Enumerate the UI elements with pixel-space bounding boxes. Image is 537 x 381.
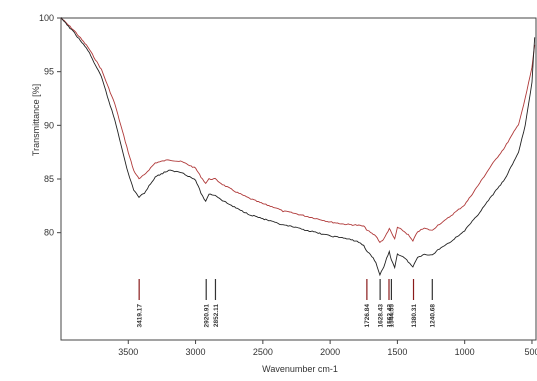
x-tick-label: 1500 bbox=[387, 347, 407, 357]
series-line-2 bbox=[60, 17, 536, 277]
x-tick-label: 500 bbox=[524, 347, 537, 357]
peak-label: 1380.31 bbox=[411, 304, 418, 328]
y-axis: 80 85 90 95 100 bbox=[39, 13, 61, 238]
x-tick-label: 2500 bbox=[253, 347, 273, 357]
x-axis: 3500 3000 2500 2000 1500 1000 500 bbox=[118, 340, 537, 357]
peak-markers: 3419.17 2920.91 2852.11 1726.84 1628.43 1562.… bbox=[137, 279, 437, 328]
y-tick-label: 80 bbox=[44, 228, 54, 238]
y-tick-label: 100 bbox=[39, 13, 54, 23]
peak-label: 2920.91 bbox=[204, 304, 211, 328]
peak-label: 1628.43 bbox=[377, 304, 384, 328]
x-tick-label: 3500 bbox=[118, 347, 138, 357]
plot-frame bbox=[60, 17, 537, 341]
y-tick-label: 85 bbox=[44, 174, 54, 184]
x-axis-title: Wavenumber cm-1 bbox=[262, 364, 338, 374]
series-layer bbox=[60, 17, 536, 277]
x-tick-label: 3000 bbox=[186, 347, 206, 357]
peak-label: 2852.11 bbox=[213, 304, 220, 328]
series-line-1 bbox=[60, 17, 536, 244]
y-tick-label: 95 bbox=[44, 67, 54, 77]
peak-label: 1544.55 bbox=[389, 304, 396, 328]
peak-label: 1562.43 bbox=[386, 304, 393, 328]
peak-label: 1240.68 bbox=[430, 304, 437, 328]
y-axis-title: Transmittance [%] bbox=[31, 84, 41, 156]
x-tick-label: 2000 bbox=[320, 347, 340, 357]
peak-label: 1726.84 bbox=[364, 304, 371, 328]
x-tick-label: 1000 bbox=[455, 347, 475, 357]
peak-label: 3419.17 bbox=[137, 304, 144, 328]
y-tick-label: 90 bbox=[44, 120, 54, 130]
